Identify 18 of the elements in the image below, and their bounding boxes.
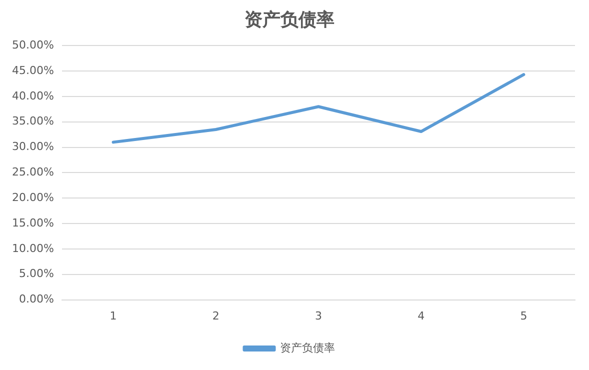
x-tick-label: 4 [418,309,425,322]
legend-label: 资产负债率 [280,341,335,354]
y-tick-label: 25.00% [12,166,54,179]
y-tick-label: 35.00% [12,114,54,128]
x-tick-label: 1 [110,309,117,322]
y-tick-label: 0.00% [18,292,54,306]
chart-title: 资产负债率 [244,9,334,30]
x-tick-label: 2 [212,309,220,322]
y-tick-label: 45.00% [12,64,54,77]
x-tick-label: 5 [520,309,528,322]
y-tick-label: 30.00% [12,140,54,154]
x-tick-label: 3 [314,309,322,322]
y-tick-label: 20.00% [12,190,54,204]
y-tick-label: 10.00% [12,242,54,255]
y-tick-label: 40.00% [12,89,54,102]
y-tick-label: 50.00% [12,38,54,52]
y-tick-label: 5.00% [18,267,54,280]
y-tick-label: 15.00% [12,216,54,230]
